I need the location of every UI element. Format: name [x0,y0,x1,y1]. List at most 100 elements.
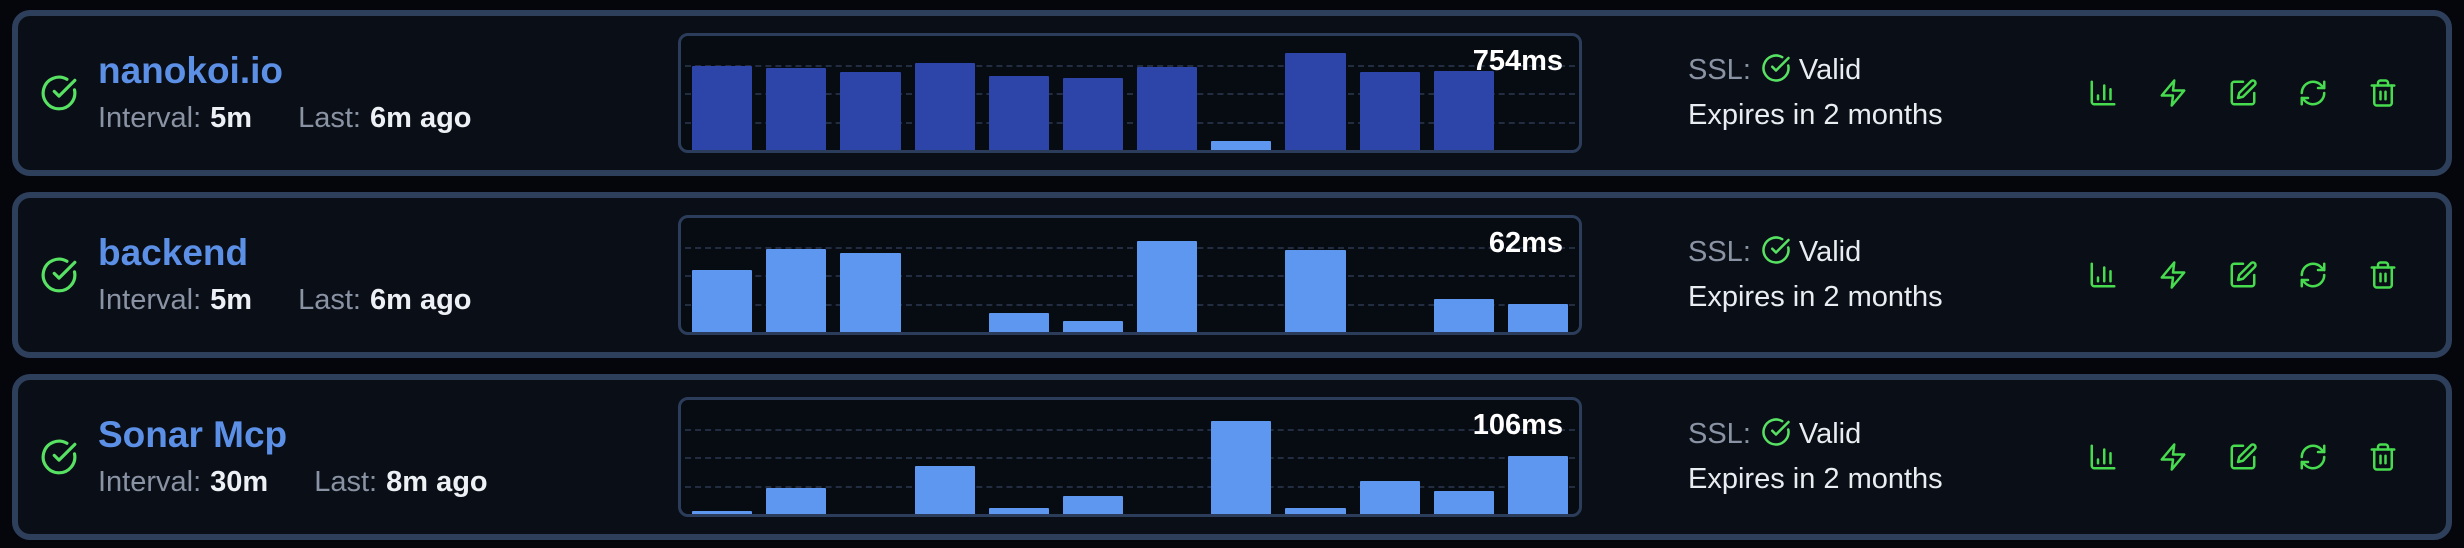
ssl-info: SSL: Valid Expires in 2 months [1688,48,1988,138]
last-label: Last: [298,101,361,134]
status-up-check-circle-icon [40,438,78,476]
monitor-info: Sonar Mcp Interval: 30m Last: 8m ago [98,414,678,499]
trash-icon [2368,78,2398,108]
delete-monitor-button[interactable] [2368,78,2398,108]
ping-now-button[interactable] [2158,78,2188,108]
monitor-card: nanokoi.io Interval: 5m Last: 6m ago 754ms… [12,10,2452,176]
lightning-icon [2158,442,2188,472]
response-bar [1507,455,1569,514]
last-check-field: Last: 8m ago [314,466,487,499]
trash-icon [2368,260,2398,290]
interval-label: Interval: [98,465,202,498]
latest-response-time: 106ms [1472,409,1563,441]
ping-now-button[interactable] [2158,260,2188,290]
response-bar [1137,66,1198,150]
interval-field: Interval: 30m [98,466,268,499]
response-bar [692,270,753,332]
gridline [685,93,1575,95]
chart-bars [681,36,1579,150]
monitor-name-link[interactable]: Sonar Mcp [98,414,288,456]
ssl-info: SSL: Valid Expires in 2 months [1688,412,1988,502]
monitor-card: backend Interval: 5m Last: 6m ago 62ms SSL… [12,192,2452,358]
history-chart-button[interactable] [2088,78,2118,108]
edit-monitor-button[interactable] [2228,78,2258,108]
history-chart-button[interactable] [2088,260,2118,290]
interval-label: Interval: [98,283,202,316]
gridline [685,457,1575,459]
response-bar [1433,71,1494,150]
monitor-name-link[interactable]: nanokoi.io [98,50,283,92]
ssl-status-line: SSL: Valid [1688,412,1988,457]
response-bar [840,253,901,332]
interval-value: 5m [210,101,253,134]
response-bar [1433,491,1494,514]
refresh-monitor-button[interactable] [2298,78,2328,108]
bar-chart-icon [2088,442,2118,472]
response-bar [766,248,827,332]
ssl-info: SSL: Valid Expires in 2 months [1688,230,1988,320]
response-bar [914,466,975,514]
monitor-meta: Interval: 5m Last: 6m ago [98,102,678,135]
lightning-icon [2158,260,2188,290]
response-time-chart: 62ms [678,215,1582,335]
response-bar [1507,303,1569,332]
interval-value: 30m [210,465,269,498]
gridline [685,121,1575,124]
last-value: 8m ago [386,465,488,498]
delete-monitor-button[interactable] [2368,260,2398,290]
interval-label: Interval: [98,101,202,134]
ssl-valid-check-circle-icon [1761,416,1791,446]
refresh-icon [2298,78,2328,108]
gridline [685,485,1575,488]
last-check-field: Last: 6m ago [298,102,471,135]
status-up-check-circle-icon [40,256,78,294]
ssl-status-line: SSL: Valid [1688,230,1988,275]
monitor-actions [2088,78,2398,108]
response-bar [1433,298,1494,332]
edit-icon [2228,260,2258,290]
refresh-icon [2298,442,2328,472]
response-bar [1285,249,1346,332]
monitor-name-link[interactable]: backend [98,232,249,274]
ssl-label: SSL: [1688,418,1751,450]
response-bar [988,508,1049,514]
ssl-status-value: Valid [1798,236,1862,268]
ssl-status-value: Valid [1798,418,1862,450]
gridline [685,428,1575,431]
last-label: Last: [314,465,378,498]
history-chart-button[interactable] [2088,442,2118,472]
refresh-monitor-button[interactable] [2298,442,2328,472]
refresh-monitor-button[interactable] [2298,260,2328,290]
response-bar [692,510,753,514]
interval-value: 5m [210,283,253,316]
refresh-icon [2298,260,2328,290]
latest-response-time: 62ms [1488,227,1563,259]
monitor-actions [2088,260,2398,290]
monitor-info: nanokoi.io Interval: 5m Last: 6m ago [98,50,678,135]
monitor-info: backend Interval: 5m Last: 6m ago [98,232,678,317]
gridline [685,246,1575,249]
lightning-icon [2158,78,2188,108]
edit-monitor-button[interactable] [2228,260,2258,290]
response-bar [914,63,975,150]
response-bar [1285,53,1346,150]
gridline [685,275,1575,277]
response-bar [766,67,827,150]
response-bar [988,312,1049,332]
monitor-card: Sonar Mcp Interval: 30m Last: 8m ago 106ms… [12,374,2452,540]
delete-monitor-button[interactable] [2368,442,2398,472]
ssl-valid-check-circle-icon [1761,52,1791,82]
ssl-expiry-line: Expires in 2 months [1688,99,1943,131]
ssl-valid-check-circle-icon [1761,234,1791,264]
interval-field: Interval: 5m [98,102,252,135]
last-label: Last: [298,283,361,316]
ssl-status-value: Valid [1798,54,1862,86]
trash-icon [2368,442,2398,472]
response-bar [1062,320,1124,332]
response-bar [840,72,901,150]
edit-monitor-button[interactable] [2228,442,2258,472]
ping-now-button[interactable] [2158,442,2188,472]
response-bar [988,75,1049,150]
interval-field: Interval: 5m [98,284,252,317]
response-bar [1359,480,1420,514]
